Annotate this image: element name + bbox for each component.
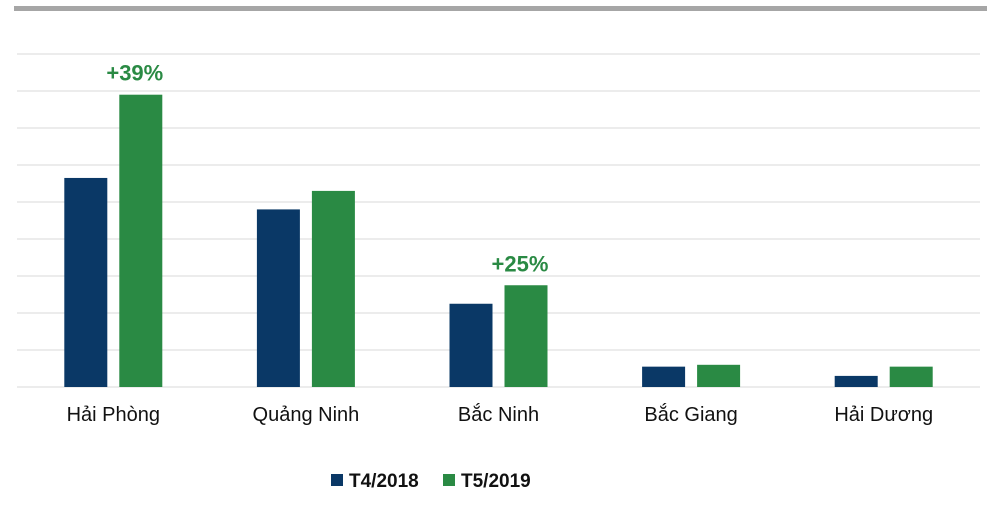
growth-annotation: +39% [106, 61, 163, 86]
bar-series-b [697, 364, 741, 387]
bar-series-b [119, 94, 163, 387]
gridlines [17, 53, 980, 388]
legend-label: T4/2018 [349, 471, 419, 492]
legend-label: T5/2019 [461, 471, 531, 492]
top-border-bar [14, 6, 987, 11]
category-labels: Hải Phòng Quảng Ninh Bắc Ninh Bắc Giang Hải … [67, 403, 933, 426]
legend-swatch [331, 474, 343, 486]
annotations: +39% +25% [106, 61, 548, 277]
category-label: Bắc Ninh [458, 403, 539, 426]
bar-series-b [311, 190, 355, 387]
category-label: Hải Dương [834, 404, 933, 426]
category-label: Quảng Ninh [253, 404, 360, 426]
bar-series-b [889, 366, 933, 387]
legend-swatch [443, 474, 455, 486]
growth-annotation: +25% [492, 251, 549, 276]
bar-series-a [642, 366, 686, 387]
bars [64, 94, 933, 387]
bar-series-a [256, 209, 300, 387]
bar-series-b [504, 285, 548, 387]
bar-series-a [64, 177, 108, 387]
category-label: Bắc Giang [644, 403, 737, 426]
legend: T4/2018 T5/2019 [331, 471, 531, 492]
category-label: Hải Phòng [67, 404, 160, 426]
bar-series-a [834, 375, 878, 387]
bar-series-a [449, 303, 493, 387]
